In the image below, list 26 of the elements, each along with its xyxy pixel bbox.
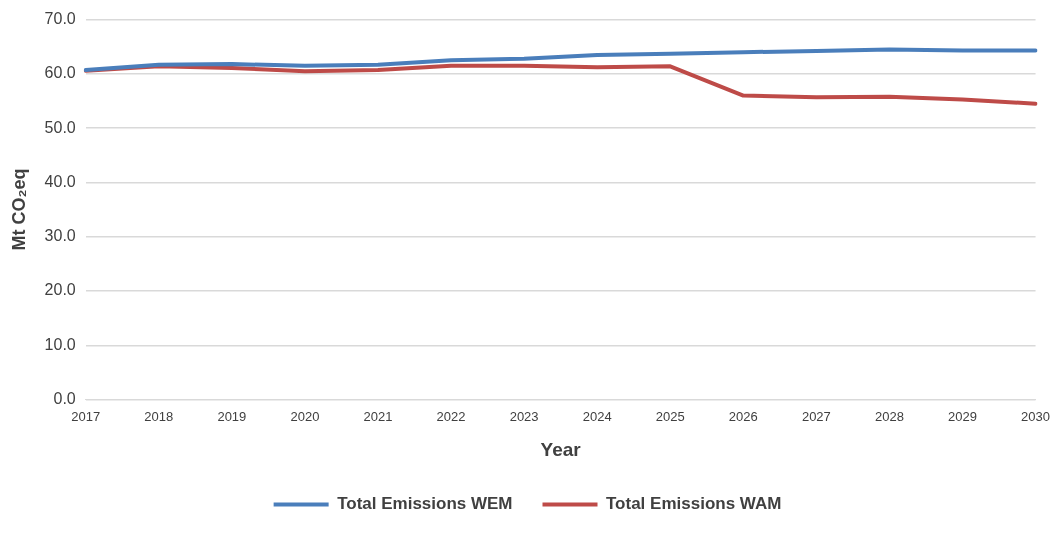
x-tick-label: 2022 <box>436 408 466 424</box>
x-tick-label: 2028 <box>874 408 904 424</box>
y-tick-label: 30.0 <box>44 227 76 245</box>
x-tick-label: 2020 <box>290 408 320 424</box>
legend-label: Total Emissions WEM <box>337 494 513 514</box>
x-tick-label: 2023 <box>509 408 539 424</box>
x-tick-label: 2024 <box>582 408 612 424</box>
x-axis-title: Year <box>540 438 582 460</box>
x-tick-label: 2021 <box>363 408 393 424</box>
y-axis-title: Mt CO₂eq <box>8 168 29 251</box>
x-tick-label: 2026 <box>728 408 758 424</box>
x-tick-label: 2030 <box>1021 408 1050 424</box>
y-tick-label: 50.0 <box>44 118 76 136</box>
legend-label: Total Emissions WAM <box>606 494 782 514</box>
y-tick-label: 20.0 <box>44 281 76 299</box>
x-tick-label: 2017 <box>71 408 101 424</box>
x-tick-label: 2027 <box>801 408 831 424</box>
y-tick-label: 0.0 <box>53 390 76 408</box>
y-tick-label: 40.0 <box>44 172 76 190</box>
y-tick-label: 70.0 <box>44 10 76 28</box>
y-tick-label: 60.0 <box>44 64 76 82</box>
y-tick-label: 10.0 <box>44 335 76 353</box>
x-tick-label: 2029 <box>948 408 977 424</box>
x-tick-label: 2018 <box>144 408 174 424</box>
x-tick-label: 2025 <box>655 408 685 424</box>
x-tick-label: 2019 <box>217 408 247 424</box>
